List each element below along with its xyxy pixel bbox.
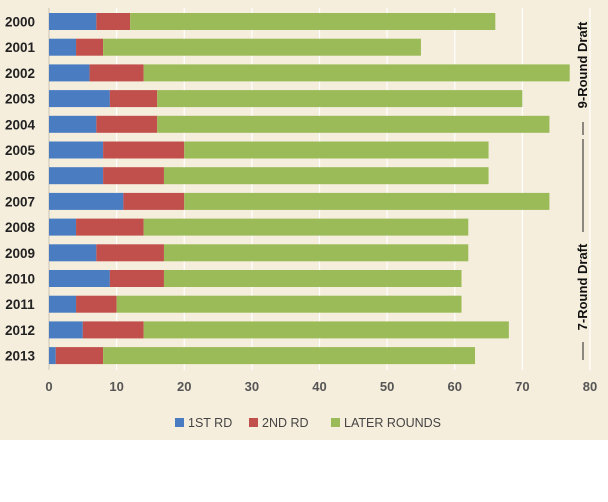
bar-2011-2nd-rd (76, 295, 117, 313)
year-label-2000: 2000 (5, 15, 35, 30)
bar-2000-later-rounds (130, 13, 496, 30)
bar-2008-1st-rd (49, 218, 77, 236)
bar-2004-later-rounds (157, 115, 550, 133)
bar-2006-later-rounds (163, 167, 489, 185)
seven-round-draft-label: 7-Round Draft (575, 243, 590, 330)
year-label-2004: 2004 (5, 117, 36, 132)
x-tick-labels: 0 10 20 30 40 50 60 70 80 (45, 379, 597, 394)
x-tick-20: 20 (177, 379, 191, 394)
nine-round-draft-label: 9-Round Draft (575, 21, 590, 108)
draft-annotations: 9-Round Draft 7-Round Draft (575, 21, 590, 360)
bar-2001-1st-rd (49, 38, 77, 56)
year-label-2009: 2009 (5, 246, 35, 261)
bar-2007-later-rounds (184, 192, 550, 210)
year-label-2003: 2003 (5, 92, 36, 107)
gridlines (48, 8, 591, 370)
bar-2005-1st-rd (49, 141, 104, 159)
bar-2009-2nd-rd (96, 244, 164, 262)
x-tick-50: 50 (380, 379, 394, 394)
legend-swatch-1 (175, 418, 184, 427)
bar-2002-later-rounds (143, 64, 570, 82)
bar-2013-1st-rd (49, 347, 56, 365)
year-label-2013: 2013 (5, 349, 36, 364)
bar-2004-2nd-rd (96, 115, 158, 133)
bar-2006-2nd-rd (103, 167, 164, 185)
bar-2001-later-rounds (103, 38, 421, 56)
x-tick-60: 60 (448, 379, 462, 394)
legend-label-1: 1ST RD (188, 416, 232, 430)
bar-2008-later-rounds (143, 218, 469, 236)
year-label-2001: 2001 (5, 40, 36, 55)
year-label-2006: 2006 (5, 169, 36, 184)
draft-bar-chart: 2000200120022003200420052006200720082009… (5, 8, 597, 430)
x-tick-10: 10 (109, 379, 123, 394)
year-label-2005: 2005 (5, 143, 36, 158)
bar-2003-later-rounds (157, 90, 523, 108)
legend-swatch-3 (331, 418, 340, 427)
bar-2000-2nd-rd (96, 13, 131, 30)
year-label-2002: 2002 (5, 66, 35, 81)
legend: 1ST RD 2ND RD LATER ROUNDS (175, 416, 441, 430)
year-label-2008: 2008 (5, 220, 36, 235)
year-label-2012: 2012 (5, 323, 35, 338)
bar-2002-1st-rd (49, 64, 90, 82)
bar-2009-later-rounds (163, 244, 469, 262)
bar-2011-1st-rd (49, 295, 77, 313)
bar-2012-2nd-rd (82, 321, 144, 339)
chart-panel: 2000 2001 2002 2003 2004 2005 2006 2007 2008 2009… (0, 0, 608, 440)
bar-2002-2nd-rd (89, 64, 144, 82)
bar-2010-1st-rd (49, 270, 110, 287)
bar-2006-1st-rd (49, 167, 104, 185)
bar-2005-later-rounds (184, 141, 489, 159)
bar-2009-1st-rd (49, 244, 97, 262)
bar-2012-1st-rd (49, 321, 83, 339)
legend-swatch-2 (249, 418, 258, 427)
bars (49, 13, 570, 365)
x-tick-70: 70 (515, 379, 529, 394)
x-tick-80: 80 (583, 379, 597, 394)
bar-2013-later-rounds (103, 347, 476, 365)
year-labels: 2000 2001 2002 2003 2004 2005 2006 2007 2008 2009… (5, 15, 36, 364)
bar-2008-2nd-rd (76, 218, 144, 236)
legend-label-3: LATER ROUNDS (344, 416, 441, 430)
bar-2001-2nd-rd (76, 38, 104, 56)
bar-2005-2nd-rd (103, 141, 185, 159)
bar-2011-later-rounds (116, 295, 462, 313)
bar-2003-1st-rd (49, 90, 110, 108)
bar-2010-later-rounds (163, 270, 462, 287)
year-label-2010: 2010 (5, 272, 35, 287)
bar-2004-1st-rd (49, 115, 97, 133)
x-tick-0: 0 (45, 379, 52, 394)
x-tick-30: 30 (245, 379, 259, 394)
legend-label-2: 2ND RD (262, 416, 309, 430)
x-tick-40: 40 (312, 379, 326, 394)
bar-2000-1st-rd (49, 13, 97, 30)
year-label-2007: 2007 (5, 194, 35, 209)
bar-2003-2nd-rd (109, 90, 158, 108)
bar-2012-later-rounds (143, 321, 509, 339)
year-label-2011: 2011 (5, 297, 35, 312)
bar-2010-2nd-rd (109, 270, 164, 287)
bar-2007-1st-rd (49, 192, 124, 210)
bar-2007-2nd-rd (123, 192, 185, 210)
bar-2013-2nd-rd (55, 347, 104, 365)
